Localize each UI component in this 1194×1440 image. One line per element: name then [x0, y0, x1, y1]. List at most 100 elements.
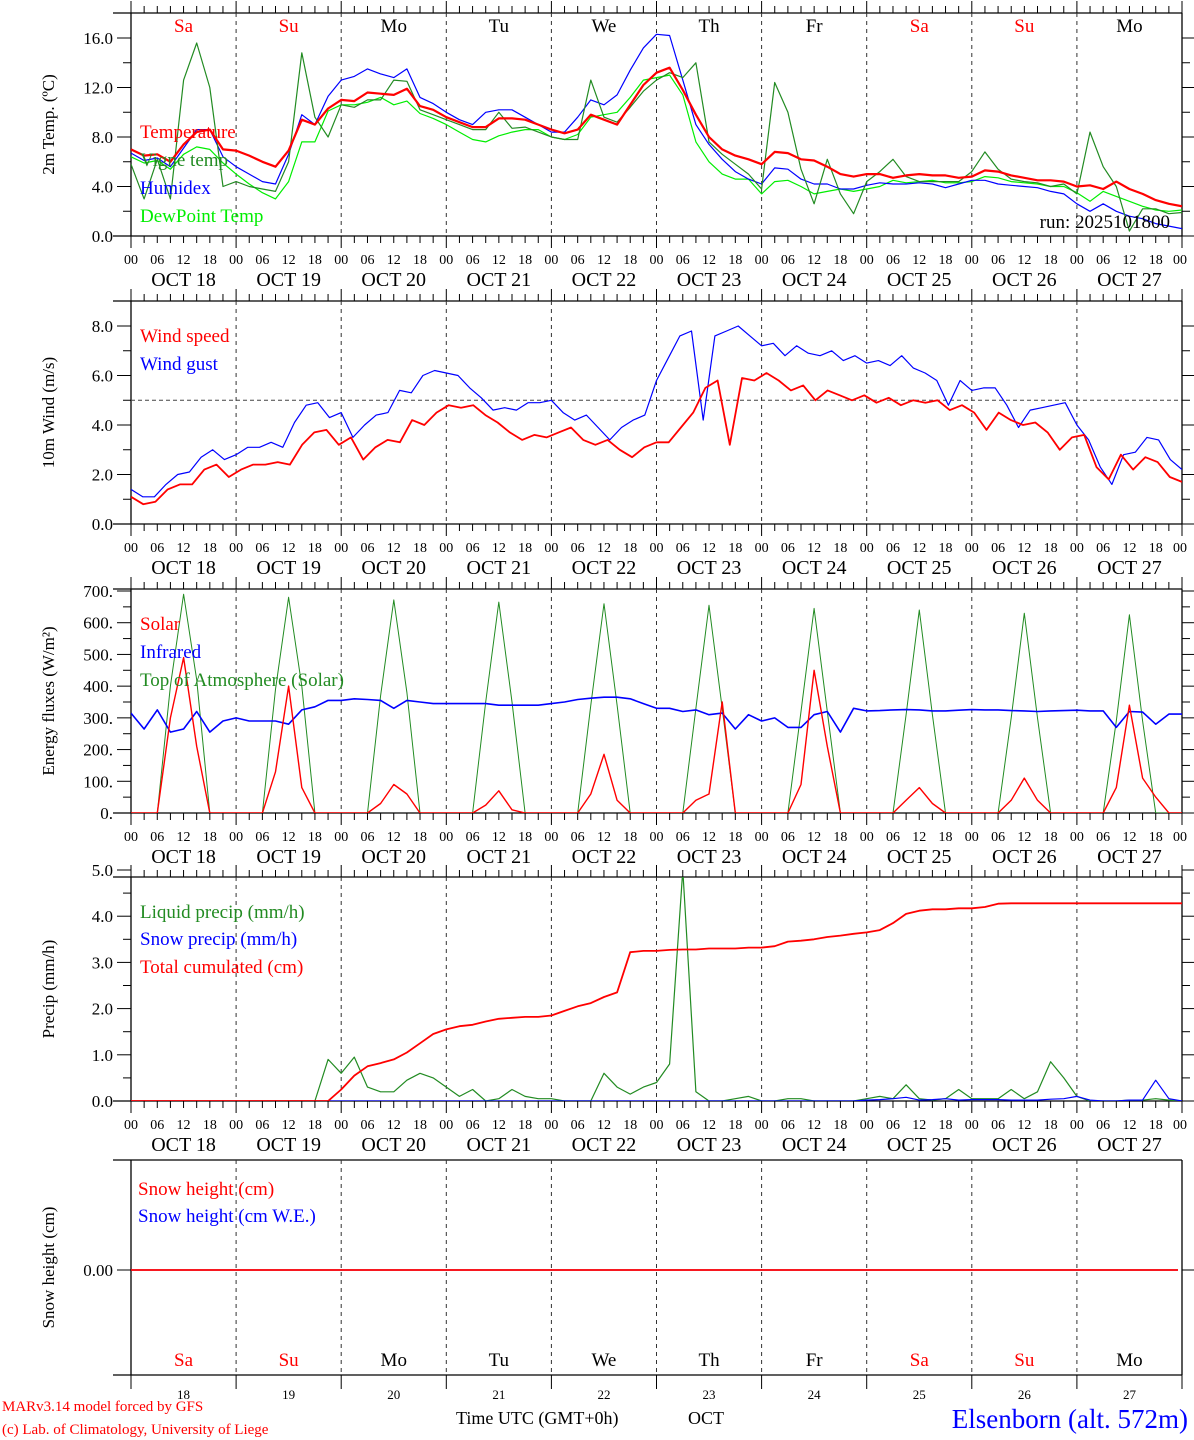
panel-4: 0.0 1.0 2.0 3.0 4.0 5.0 Precip (mm/h) Liquid pr…: [39, 861, 1194, 1156]
x-hour-label: 06: [571, 253, 585, 268]
x-hour-label: 00: [860, 253, 874, 268]
x-hour-label: 18: [623, 1118, 637, 1133]
station-name: Elsenborn (alt. 572m): [952, 1404, 1188, 1434]
run-annotation: run: 2025101800: [1040, 212, 1170, 233]
x-hour-label: 12: [177, 1118, 191, 1133]
x-hour-label: 00: [229, 541, 243, 556]
x-hour-label: 00: [860, 830, 874, 845]
x-day-label: OCT 23: [677, 557, 742, 579]
x-hour-label: 12: [1017, 253, 1031, 268]
x-hour-label: 12: [702, 253, 716, 268]
x-day-label: OCT 23: [677, 1134, 742, 1156]
x-hour-label: 00: [650, 253, 664, 268]
x-day-label: OCT 24: [782, 557, 847, 579]
x-hour-label: 06: [886, 541, 900, 556]
x-hour-label: 12: [807, 1118, 821, 1133]
x-hour-label: 12: [912, 830, 926, 845]
weekday-label: Th: [698, 1350, 720, 1371]
legend-entry: Wind speed: [140, 326, 230, 347]
x-day-label: OCT 26: [992, 846, 1057, 868]
x-hour-label: 00: [544, 830, 558, 845]
x-hour-label: 12: [1017, 541, 1031, 556]
y-tick-label: 12.0: [83, 79, 113, 98]
x-hour-label: 12: [387, 253, 401, 268]
x-hour-label: 18: [833, 1118, 847, 1133]
x-hour-label: 18: [939, 830, 953, 845]
footer-model-text: MARv3.14 model forced by GFS: [2, 1399, 203, 1415]
x-day-label: OCT 26: [992, 269, 1057, 291]
legend-entry: Temperature: [140, 122, 236, 143]
weekday-label: Tu: [489, 16, 510, 37]
x-day-label: OCT 22: [572, 269, 637, 291]
x-hour-label: 12: [387, 541, 401, 556]
x-hour-label: 06: [255, 830, 269, 845]
weekday-label: Sa: [174, 1350, 194, 1371]
x-day-label: OCT 20: [361, 557, 426, 579]
series-group: [131, 325, 1182, 506]
x-hour-label: 12: [492, 253, 506, 268]
x-hour-label: 06: [781, 253, 795, 268]
x-day-label: OCT 22: [572, 1134, 637, 1156]
x-hour-label: 00: [965, 541, 979, 556]
x-hour-label: 18: [728, 1118, 742, 1133]
x-hour-label: 12: [492, 830, 506, 845]
series-group: [131, 877, 1182, 1101]
y-tick-label: 200.: [83, 741, 113, 760]
legend-entry: Snow precip (mm/h): [140, 929, 297, 950]
x-hour-label: 12: [597, 541, 611, 556]
x-hour-label: 06: [360, 1118, 374, 1133]
x-hour-label: 12: [597, 1118, 611, 1133]
x-hour-label: 06: [150, 541, 164, 556]
x-hour-label: 00: [860, 1118, 874, 1133]
y-tick-label: 8.0: [92, 128, 113, 147]
x-axis-title: Time UTC (GMT+0h): [456, 1408, 619, 1429]
legend-entry: Liquid precip (mm/h): [140, 902, 305, 923]
x-day-label: OCT 23: [677, 846, 742, 868]
y-tick-label: 0.00: [83, 1261, 113, 1280]
x-hour-label: 18: [939, 541, 953, 556]
x-hour-label: 06: [360, 253, 374, 268]
x-day-label: OCT 18: [151, 269, 216, 291]
y-tick-label: 2.0: [92, 466, 113, 485]
x-hour-label: 12: [1122, 541, 1136, 556]
x-hour-label: 00: [1173, 253, 1187, 268]
x-hour-label: 00: [124, 541, 138, 556]
x-hour-label: 18: [308, 830, 322, 845]
x-hour-label: 12: [702, 830, 716, 845]
x-hour-label: 18: [939, 253, 953, 268]
x-hour-label: 12: [702, 541, 716, 556]
x-day-number: 27: [1123, 1387, 1137, 1402]
x-hour-label: 00: [439, 253, 453, 268]
x-hour-label: 06: [466, 253, 480, 268]
x-hour-label: 18: [413, 253, 427, 268]
x-day-number: 18: [177, 1387, 190, 1402]
x-day-label: OCT 21: [467, 846, 532, 868]
y-axis-label: 2m Temp. (ºC): [39, 74, 58, 175]
x-hour-label: 12: [492, 541, 506, 556]
x-hour-label: 12: [1017, 1118, 1031, 1133]
x-hour-label: 12: [807, 541, 821, 556]
x-hour-label: 06: [360, 541, 374, 556]
x-hour-label: 00: [755, 541, 769, 556]
x-day-number: 24: [808, 1387, 822, 1402]
x-hour-label: 12: [1122, 253, 1136, 268]
x-hour-label: 06: [1096, 1118, 1110, 1133]
x-hour-label: 00: [965, 253, 979, 268]
panel-1: 0.0 4.0 8.0 12.0 16.0 2m Temp. (ºC) Temperatur…: [39, 1, 1194, 291]
x-hour-label: 00: [439, 830, 453, 845]
y-tick-label: 2.0: [92, 1000, 113, 1019]
x-hour-label: 00: [229, 1118, 243, 1133]
y-tick-label: 16.0: [83, 29, 113, 48]
x-hour-label: 18: [1044, 1118, 1058, 1133]
x-hour-label: 18: [1149, 253, 1163, 268]
x-hour-label: 00: [439, 1118, 453, 1133]
x-day-number: 26: [1018, 1387, 1032, 1402]
x-hour-label: 18: [728, 830, 742, 845]
x-hour-label: 18: [833, 253, 847, 268]
x-hour-label: 12: [177, 830, 191, 845]
x-hour-label: 12: [912, 253, 926, 268]
x-hour-label: 12: [912, 1118, 926, 1133]
x-day-label: OCT 25: [887, 846, 952, 868]
x-hour-label: 18: [308, 1118, 322, 1133]
y-tick-label: 300.: [83, 709, 113, 728]
